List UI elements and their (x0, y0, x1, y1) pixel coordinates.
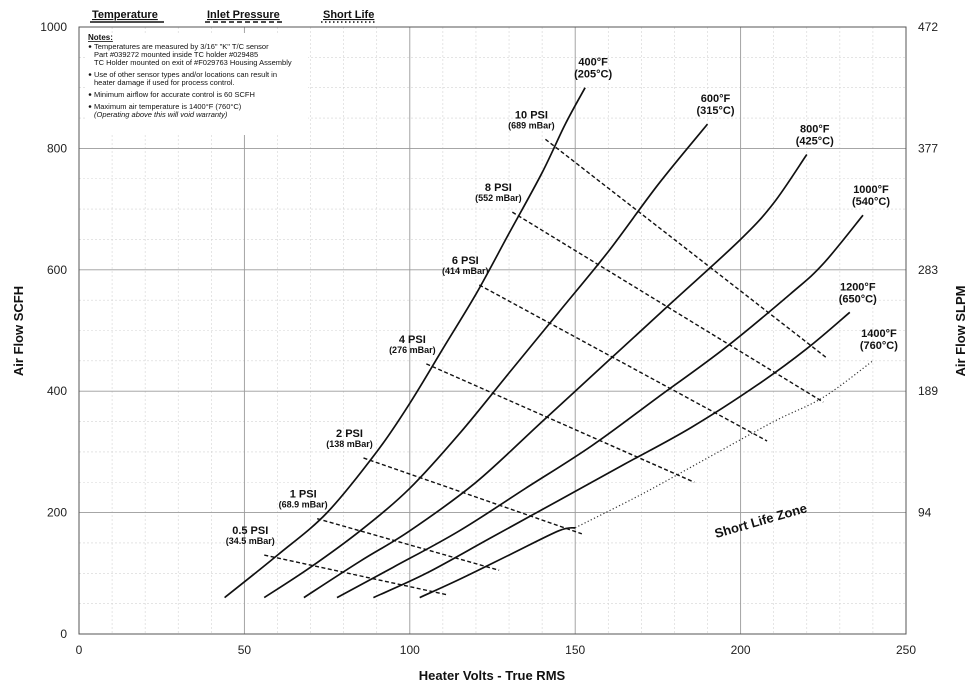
pressure-label: 1 PSI (290, 489, 317, 501)
x-tick-label: 0 (76, 643, 83, 657)
pressure-line (426, 363, 695, 483)
note-text: Part #039272 mounted inside TC holder #0… (94, 50, 258, 59)
x-tick-label: 100 (400, 643, 420, 657)
y2-tick-label: 283 (918, 263, 938, 277)
y2-tick-label: 94 (918, 506, 932, 520)
y-axis-title: Air Flow SCFH (11, 286, 26, 376)
temperature-lines (224, 87, 864, 599)
note-bullet (88, 105, 92, 108)
pressure-sublabel: (689 mBar) (508, 120, 555, 130)
pressure-label: 8 PSI (485, 182, 512, 194)
temperature-sublabel: (205°C) (574, 69, 612, 81)
note-text: heater damage if used for process contro… (94, 78, 235, 87)
pressure-line (264, 554, 447, 596)
x-tick-labels: 0 50 100 150 200 250 (76, 643, 917, 657)
notes-background (86, 33, 308, 135)
temperature-line (303, 154, 808, 599)
temperature-label: 800°F (800, 123, 830, 135)
temperature-line (336, 214, 864, 599)
legend-label: Temperature (92, 9, 158, 21)
pressure-sublabel: (276 mBar) (389, 345, 436, 355)
temperature-sublabel: (760°C) (860, 340, 898, 352)
temperature-sublabel: (650°C) (839, 293, 877, 305)
x-tick-label: 150 (565, 643, 585, 657)
short-life-line (574, 360, 874, 529)
pressure-label: 4 PSI (399, 334, 426, 346)
major-gridlines (79, 27, 906, 634)
y2-axis-title: Air Flow SLPM (953, 286, 968, 377)
y2-tick-label: 472 (918, 20, 938, 34)
y2-tick-label: 189 (918, 384, 938, 398)
note-bullet (88, 73, 92, 76)
legend-item: Temperature (90, 9, 164, 23)
temperature-line (263, 123, 709, 599)
temperature-label: 1000°F (853, 184, 889, 196)
x-axis-title: Heater Volts - True RMS (419, 668, 566, 682)
x-tick-label: 50 (238, 643, 252, 657)
y-tick-label: 400 (47, 384, 67, 398)
pressure-sublabel: (414 mBar) (442, 266, 489, 276)
pressure-label: 2 PSI (336, 428, 363, 440)
legend-item: Short Life (321, 9, 375, 23)
legend-item: Inlet Pressure (205, 9, 285, 23)
pressure-label: 10 PSI (515, 109, 548, 121)
y-tick-label: 600 (47, 263, 67, 277)
pressure-sublabel: (34.5 mBar) (226, 536, 275, 546)
temperature-sublabel: (425°C) (796, 135, 834, 147)
note-bullet (88, 45, 92, 48)
temperature-line (224, 87, 586, 599)
pressure-line (478, 284, 768, 442)
temperature-line (373, 311, 851, 599)
legend-label: Inlet Pressure (207, 9, 280, 21)
pressure-line (544, 138, 828, 359)
temperature-label: 1200°F (840, 281, 876, 293)
pressure-line (316, 517, 500, 571)
y-tick-label: 800 (47, 141, 67, 155)
pressure-sublabel: (138 mBar) (326, 439, 373, 449)
y-tick-label: 1000 (40, 20, 67, 34)
notes-box: Notes:Temperatures are measured by 3/16"… (86, 33, 308, 135)
pressure-label: 6 PSI (452, 255, 479, 267)
note-bullet (88, 93, 92, 96)
x-tick-label: 250 (896, 643, 916, 657)
x-tick-label: 200 (731, 643, 751, 657)
plot-frame (78, 26, 907, 635)
temperature-sublabel: (540°C) (852, 196, 890, 208)
temperature-sublabel: (315°C) (697, 105, 735, 117)
note-text: Maximum air temperature is 1400°F (760°C… (94, 102, 242, 111)
note-text: Use of other sensor types and/or locatio… (94, 70, 277, 79)
notes-title: Notes: (88, 33, 113, 42)
y-tick-label: 200 (47, 506, 67, 520)
y2-tick-label: 377 (918, 141, 938, 155)
temperature-line (419, 526, 576, 599)
short-life-line-segment (574, 360, 874, 529)
curve-labels: 0.5 PSI(34.5 mBar)1 PSI(68.9 mBar)2 PSI(… (226, 57, 899, 546)
y-tick-label: 0 (60, 627, 67, 641)
note-text: (Operating above this will void warranty… (94, 110, 228, 119)
temperature-label: 600°F (701, 93, 731, 105)
pressure-label: 0.5 PSI (232, 525, 268, 537)
temperature-label: 400°F (578, 57, 608, 69)
note-text: Temperatures are measured by 3/16" "K" T… (94, 42, 269, 51)
legend: Temperature Inlet Pressure Short Life (90, 9, 375, 23)
note-text: TC Holder mounted on exit of #F029763 Ho… (94, 58, 292, 67)
y2-tick-labels: 472 377 283 189 94 (918, 20, 938, 520)
pressure-sublabel: (68.9 mBar) (279, 500, 328, 510)
legend-label: Short Life (323, 9, 374, 21)
y-tick-labels: 0 200 400 600 800 1000 (40, 20, 67, 641)
pressure-sublabel: (552 mBar) (475, 193, 522, 203)
note-text: Minimum airflow for accurate control is … (94, 90, 255, 99)
temperature-label: 1400°F (861, 328, 897, 340)
